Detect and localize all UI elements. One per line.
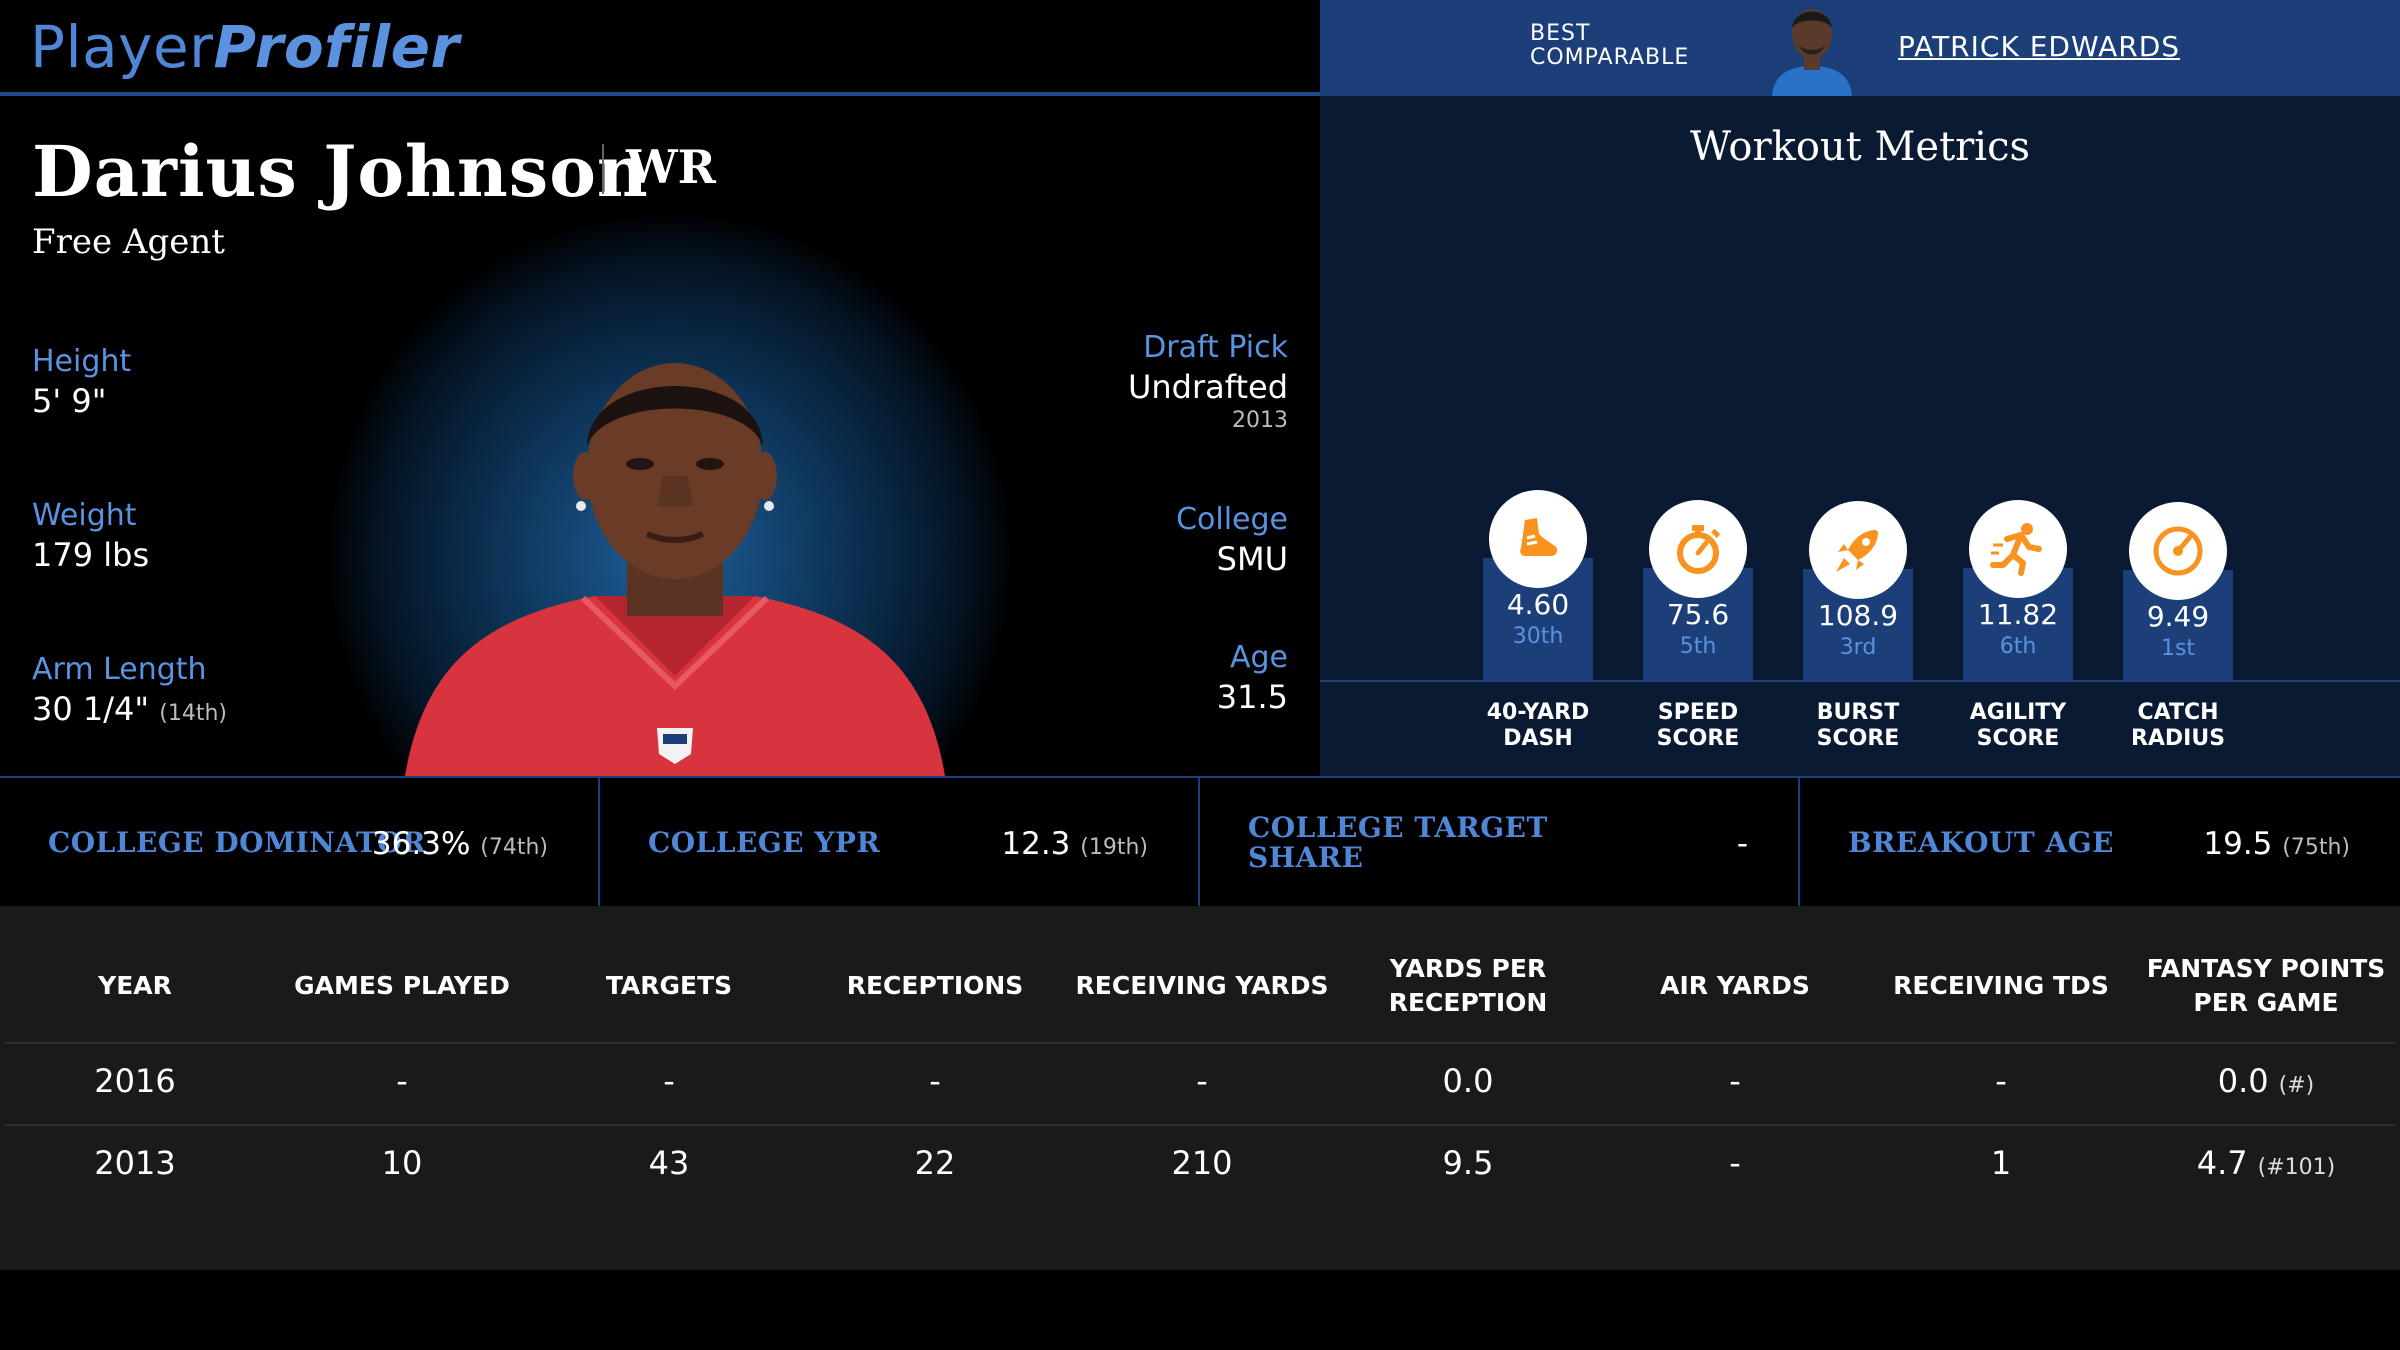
metric-value: 108.9 [1817, 599, 1899, 632]
header-left: PlayerProfiler [0, 0, 1320, 96]
breakout-age-box: BREAKOUT AGE 19.5 (75th) [1800, 778, 2400, 908]
table-cell-tds: 1 [1990, 1144, 2012, 1182]
table-cell-games: 10 [381, 1144, 423, 1182]
table-cell-fppg: 4.7 (#101) [2196, 1144, 2336, 1182]
college-dominator-box: COLLEGE DOMINATOR 36.3% (74th) [0, 778, 600, 908]
table-cell-year: 2016 [94, 1062, 176, 1100]
table-cell-ypr: 9.5 [1442, 1144, 1494, 1182]
college-ypr-label[interactable]: COLLEGE YPR [648, 826, 881, 859]
metric-percentile: 6th [1999, 634, 2037, 659]
college-value: SMU [1216, 540, 1288, 578]
position-divider [602, 144, 604, 194]
workout-baseline [1320, 680, 2400, 682]
rocket-icon [1809, 501, 1907, 599]
player-profiler-logo[interactable]: PlayerProfiler [30, 13, 460, 81]
weight-value: 179 lbs [32, 536, 150, 574]
arm-length-rank: (14th) [159, 701, 228, 726]
height-value: 5' 9" [32, 382, 107, 420]
column-header-fantasy-points-per-game[interactable]: FANTASY POINTS PER GAME [2146, 954, 2386, 1017]
player-info-panel: Darius Johnson WR Free Agent Height 5' 9… [0, 96, 1320, 776]
table-cell-tds: - [1995, 1062, 2007, 1100]
column-header-receiving-yards[interactable]: RECEIVING YARDS [1075, 971, 1329, 1000]
workout-metrics-panel: Workout Metrics 4.60 30th 40-YARD DASH 75.6 5… [1320, 96, 2400, 776]
draft-pick-value: Undrafted [1127, 368, 1288, 406]
college-metrics-strip: COLLEGE DOMINATOR 36.3% (74th) COLLEGE Y… [0, 776, 2400, 908]
metric-value: 4.60 [1506, 588, 1570, 621]
column-header-games-played[interactable]: GAMES PLAYED [294, 971, 510, 1000]
college-label: College [1176, 502, 1288, 537]
gauge-icon [2129, 502, 2227, 600]
college-ypr-box: COLLEGE YPR 12.3 (19th) [600, 778, 1200, 908]
metric-value: 9.49 [2146, 600, 2210, 633]
stats-table: YEAR GAMES PLAYED TARGETS RECEPTIONS RECEIVI… [0, 906, 2400, 1270]
college-target-share-value: - [1736, 826, 1748, 862]
stopwatch-icon [1649, 500, 1747, 598]
height-label: Height [32, 344, 132, 379]
player-portrait [405, 356, 945, 776]
metric-percentile: 1st [2160, 636, 2196, 661]
table-cell-games: - [396, 1062, 408, 1100]
runner-icon [1969, 500, 2067, 598]
college-dominator-label[interactable]: COLLEGE DOMINATOR [48, 826, 426, 859]
table-cell-yards: - [1196, 1062, 1208, 1100]
table-cell-air-yards: - [1729, 1144, 1741, 1182]
column-header-yards-per-reception[interactable]: YARDS PER RECEPTION [1388, 954, 1548, 1017]
metric-value: 75.6 [1666, 598, 1730, 631]
table-cell-fppg: 0.0 (#) [2217, 1062, 2315, 1100]
metric-percentile: 5th [1679, 634, 1717, 659]
best-comparable-name-link[interactable]: PATRICK EDWARDS [1898, 30, 2181, 63]
college-dominator-value: 36.3% (74th) [371, 826, 548, 862]
player-position: WR [626, 140, 716, 194]
arm-length-value: 30 1/4" (14th) [32, 690, 228, 728]
table-cell-receptions: 22 [914, 1144, 956, 1182]
draft-pick-label: Draft Pick [1143, 330, 1288, 365]
table-cell-receptions: - [929, 1062, 941, 1100]
best-comparable-label: BEST COMPARABLE [1530, 21, 1690, 70]
row-divider [4, 1124, 2396, 1126]
metric-percentile: 30th [1512, 624, 1564, 649]
fppg-rank: (#101) [2257, 1155, 2336, 1180]
table-cell-air-yards: - [1729, 1062, 1741, 1100]
metric-name: SPEED SCORE [1656, 700, 1740, 751]
fppg-rank: (#) [2278, 1073, 2315, 1098]
metric-name: AGILITY SCORE [1969, 700, 2067, 751]
table-cell-targets: 43 [648, 1144, 690, 1182]
table-cell-yards: 210 [1171, 1144, 1233, 1182]
row-divider [4, 1042, 2396, 1044]
age-value: 31.5 [1216, 678, 1288, 716]
table-cell-year: 2013 [94, 1144, 176, 1182]
age-label: Age [1229, 640, 1288, 675]
arm-length-label: Arm Length [32, 652, 207, 687]
workout-metrics-title: Workout Metrics [1689, 124, 2031, 170]
table-cell-targets: - [663, 1062, 675, 1100]
column-header-receiving-tds[interactable]: RECEIVING TDS [1893, 971, 2109, 1000]
metric-name: 40-YARD DASH [1486, 700, 1590, 751]
weight-label: Weight [32, 498, 137, 533]
player-team: Free Agent [32, 222, 225, 262]
table-cell-ypr: 0.0 [1442, 1062, 1494, 1100]
breakout-age-label[interactable]: BREAKOUT AGE [1848, 826, 2114, 859]
column-header-year[interactable]: YEAR [98, 971, 172, 1000]
column-header-receptions[interactable]: RECEPTIONS [846, 971, 1024, 1000]
metric-name: BURST SCORE [1816, 700, 1900, 751]
comparable-avatar[interactable] [1760, 0, 1864, 96]
draft-year: 2013 [1232, 408, 1288, 433]
college-ypr-value: 12.3 (19th) [1001, 826, 1148, 862]
college-target-share-box: COLLEGE TARGET SHARE - [1200, 778, 1800, 908]
best-comparable-bar: BEST COMPARABLE PATRICK EDWARDS [1320, 0, 2400, 96]
column-header-air-yards[interactable]: AIR YARDS [1660, 971, 1810, 1000]
metric-name: CATCH RADIUS [2130, 700, 2226, 751]
breakout-age-value: 19.5 (75th) [2203, 826, 2350, 862]
shoe-icon [1489, 490, 1587, 588]
metric-percentile: 3rd [1839, 635, 1877, 660]
metric-value: 11.82 [1977, 598, 2059, 631]
column-header-targets[interactable]: TARGETS [605, 971, 733, 1000]
player-name: Darius Johnson [32, 130, 649, 213]
college-target-share-label[interactable]: COLLEGE TARGET SHARE [1248, 811, 1548, 874]
